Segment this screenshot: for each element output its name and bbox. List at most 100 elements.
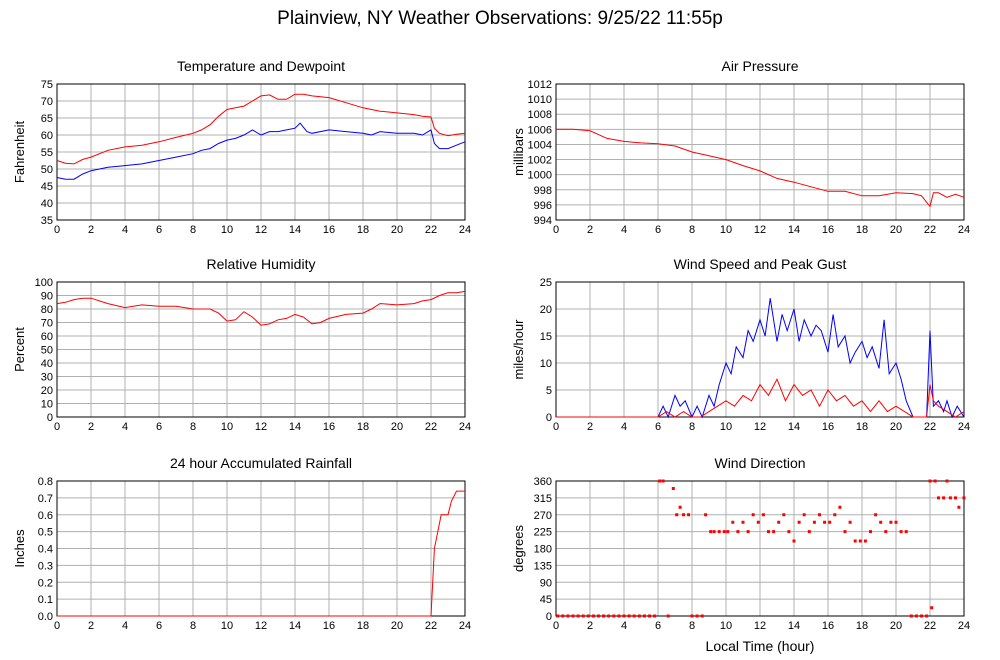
- y-tick-label: 1000: [528, 170, 552, 182]
- x-tick-label: 4: [122, 224, 128, 236]
- x-tick-label: 16: [323, 620, 335, 632]
- x-tick-label: 10: [221, 421, 233, 433]
- data-point: [792, 539, 796, 543]
- y-tick-label: 20: [540, 304, 552, 316]
- x-tick-label: 2: [88, 620, 94, 632]
- x-tick-label: 14: [788, 620, 800, 632]
- data-point: [962, 496, 966, 500]
- x-tick-label: 12: [255, 421, 267, 433]
- x-tick-label: 4: [621, 620, 627, 632]
- chart-title: Air Pressure: [721, 58, 798, 74]
- x-tick-label: 2: [88, 421, 94, 433]
- y-tick-label: 10: [540, 358, 552, 370]
- x-tick-label: 24: [459, 224, 471, 236]
- data-point: [869, 530, 872, 534]
- y-tick-label: 10: [41, 399, 53, 411]
- data-point: [782, 513, 786, 517]
- x-tick-label: 24: [958, 224, 970, 236]
- data-point: [957, 505, 961, 509]
- data-point: [925, 614, 929, 618]
- data-point: [954, 496, 957, 500]
- series-line-0: [556, 298, 965, 419]
- x-tick-label: 20: [391, 224, 403, 236]
- plot-frame: [555, 281, 965, 418]
- data-point: [937, 496, 940, 500]
- data-point: [690, 614, 694, 618]
- data-point: [874, 513, 878, 517]
- y-tick-label: 998: [534, 185, 552, 197]
- y-tick-label: 180: [534, 544, 552, 556]
- y-tick-label: 100: [35, 277, 53, 289]
- data-point: [858, 539, 862, 543]
- y-tick-label: 1012: [528, 79, 552, 91]
- x-tick-label: 14: [788, 421, 800, 433]
- data-point: [687, 513, 691, 517]
- data-point: [863, 539, 867, 543]
- y-tick-label: 315: [534, 493, 552, 505]
- data-point: [658, 479, 662, 483]
- x-tick-label: 2: [587, 224, 593, 236]
- plot-frame: [555, 83, 965, 221]
- y-tick-label: 0: [546, 611, 552, 623]
- data-point: [678, 505, 682, 509]
- x-tick-label: 8: [190, 224, 196, 236]
- data-point: [648, 614, 651, 618]
- data-point: [591, 614, 595, 618]
- y-tick-label: 25: [540, 277, 552, 289]
- x-tick-label: 2: [88, 224, 94, 236]
- y-axis-label: degrees: [511, 525, 526, 572]
- data-point: [741, 520, 745, 524]
- series-line-0: [56, 290, 466, 326]
- x-tick-label: 8: [689, 421, 695, 433]
- data-point: [576, 614, 580, 618]
- plot-frame: [56, 281, 466, 418]
- x-tick-label: 6: [655, 421, 661, 433]
- x-tick-label: 24: [459, 421, 471, 433]
- y-tick-label: 1004: [528, 139, 552, 151]
- y-tick-label: 50: [41, 345, 53, 357]
- x-tick-label: 4: [621, 224, 627, 236]
- y-tick-label: 360: [534, 476, 552, 488]
- y-tick-label: 1010: [528, 94, 552, 106]
- chart-title: Temperature and Dewpoint: [177, 58, 345, 74]
- x-tick-label: 6: [156, 421, 162, 433]
- x-tick-label: 2: [587, 421, 593, 433]
- x-tick-label: 12: [255, 224, 267, 236]
- data-point: [933, 479, 937, 483]
- chart-rain: 0 2 4 6 8 10 12 14 16 18 20 22 240.00.10.20.30.40.50…: [12, 455, 471, 632]
- x-tick-label: 14: [289, 620, 301, 632]
- series-line-0: [56, 93, 466, 165]
- data-point: [884, 530, 888, 534]
- data-point: [695, 614, 699, 618]
- x-tick-label: 12: [754, 224, 766, 236]
- data-point: [920, 614, 923, 618]
- data-point: [682, 513, 685, 517]
- y-axis-label: miles/hour: [511, 319, 526, 380]
- data-point: [700, 614, 704, 618]
- data-point: [717, 530, 721, 534]
- chart-temp: 0 2 4 6 8 10 12 14 16 18 20 22 24354045505560657075T…: [12, 58, 471, 236]
- x-tick-label: 18: [357, 421, 369, 433]
- data-point: [802, 513, 806, 517]
- data-point: [828, 520, 832, 524]
- x-tick-label: 0: [54, 620, 60, 632]
- y-tick-label: 0.8: [38, 476, 53, 488]
- data-point: [561, 614, 565, 618]
- x-tick-label: 10: [221, 620, 233, 632]
- data-point: [909, 614, 913, 618]
- x-axis-label: Local Time (hour): [706, 638, 815, 654]
- chart-title: 24 hour Accumulated Rainfall: [170, 455, 352, 471]
- y-tick-label: 40: [41, 198, 53, 210]
- x-tick-label: 12: [255, 620, 267, 632]
- x-tick-label: 16: [822, 421, 834, 433]
- data-point: [889, 520, 893, 524]
- y-axis-label: Fahrenheit: [12, 121, 27, 184]
- data-point: [772, 530, 776, 534]
- y-tick-label: 0.2: [38, 577, 53, 589]
- x-tick-label: 24: [459, 620, 471, 632]
- y-tick-label: 80: [41, 304, 53, 316]
- data-point: [807, 530, 811, 534]
- data-point: [787, 530, 791, 534]
- y-tick-label: 70: [41, 96, 53, 108]
- x-tick-label: 0: [553, 421, 559, 433]
